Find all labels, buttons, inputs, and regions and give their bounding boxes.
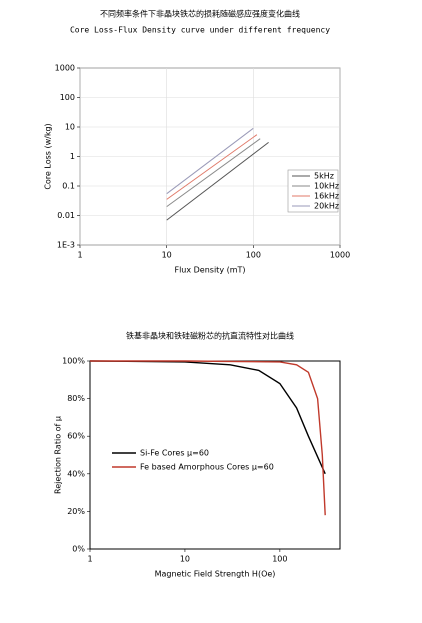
legend-box xyxy=(287,169,339,213)
chart-subtitle: Core Loss-Flux Density curve under diffe… xyxy=(70,26,330,35)
legend-label: Fe based Amorphous Cores μ=60 xyxy=(140,463,274,472)
series-line xyxy=(166,134,258,200)
x-axis-label: Flux Density (mT) xyxy=(174,266,245,275)
y-tick-label: 100 xyxy=(60,93,75,102)
y-tick-label: 10 xyxy=(65,123,75,132)
legend-label: 10kHz xyxy=(314,182,339,191)
y-tick-label: 1000 xyxy=(55,64,75,73)
y-tick-label: 0% xyxy=(72,545,85,554)
x-tick-label: 100 xyxy=(246,251,261,260)
x-tick-label: 10 xyxy=(180,555,190,564)
x-tick-label: 1 xyxy=(77,251,82,260)
legend-label: 20kHz xyxy=(314,202,339,211)
x-tick-label: 1 xyxy=(87,555,92,564)
series-line xyxy=(166,142,269,221)
legend-label: Si-Fe Cores μ=60 xyxy=(140,449,209,458)
y-tick-label: 1E-3 xyxy=(57,241,75,250)
x-tick-label: 1000 xyxy=(330,251,350,260)
chart-title: 铁基非晶块和铁硅磁粉芯的抗直流特性对比曲线 xyxy=(126,331,294,341)
legend-label: 16kHz xyxy=(314,192,339,201)
y-axis-label: Rejection Ratio of μ xyxy=(54,416,63,494)
x-tick-label: 10 xyxy=(162,251,172,260)
legend-label: 5kHz xyxy=(314,172,334,181)
y-tick-label: 100% xyxy=(62,357,85,366)
chart-title: 不同频率条件下非晶块铁芯的损耗随磁感应强度变化曲线 xyxy=(100,9,300,19)
y-tick-label: 0.01 xyxy=(57,211,75,220)
series-line xyxy=(89,360,326,475)
y-tick-label: 40% xyxy=(67,469,85,478)
y-tick-label: 1 xyxy=(70,152,75,161)
series-line xyxy=(166,138,261,208)
series-line xyxy=(166,127,254,195)
x-axis-label: Magnetic Field Strength H(Oe) xyxy=(155,570,276,579)
plot-frame xyxy=(89,360,341,550)
series-line xyxy=(90,360,326,516)
y-tick-label: 0.1 xyxy=(62,182,75,191)
y-tick-label: 80% xyxy=(67,394,85,403)
y-tick-label: 60% xyxy=(67,432,85,441)
x-tick-label: 100 xyxy=(272,555,287,564)
y-axis-label: Core Loss (w/kg) xyxy=(44,123,53,189)
y-tick-label: 20% xyxy=(67,507,85,516)
